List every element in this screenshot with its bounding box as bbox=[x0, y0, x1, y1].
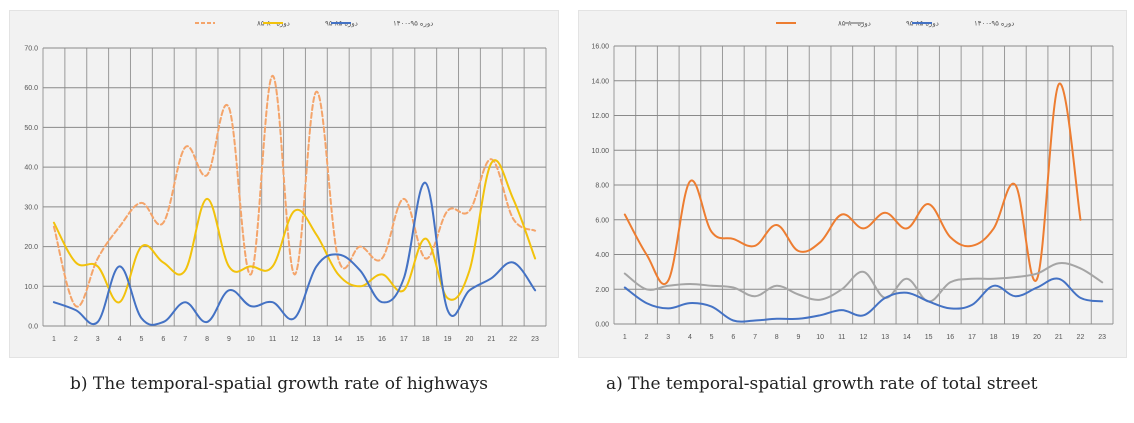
y-tick-label: 60.0 bbox=[24, 85, 38, 92]
x-tick-label: 17 bbox=[968, 334, 976, 341]
x-tick-label: 5 bbox=[710, 334, 714, 341]
x-tick-label: 12 bbox=[860, 334, 868, 341]
x-tick-label: 16 bbox=[946, 334, 954, 341]
y-tick-label: 16.00 bbox=[591, 44, 609, 51]
y-tick-label: 40.0 bbox=[24, 165, 38, 172]
x-tick-label: 19 bbox=[444, 336, 452, 343]
x-tick-label: 19 bbox=[1011, 334, 1019, 341]
y-tick-label: 70.0 bbox=[24, 46, 38, 53]
y-tick-label: 50.0 bbox=[24, 125, 38, 132]
x-tick-label: 3 bbox=[96, 336, 100, 343]
x-tick-label: 9 bbox=[227, 336, 231, 343]
legend-label: دوره ۹۵-۱۴۰۰ bbox=[974, 21, 1014, 28]
x-tick-label: 15 bbox=[356, 336, 364, 343]
x-tick-label: 2 bbox=[645, 334, 649, 341]
x-tick-label: 13 bbox=[881, 334, 889, 341]
y-tick-label: 20.0 bbox=[24, 244, 38, 251]
x-tick-label: 14 bbox=[903, 334, 911, 341]
legend-label: دوره ۹۵-۱۴۰۰ bbox=[393, 21, 433, 28]
x-tick-label: 6 bbox=[161, 336, 165, 343]
x-tick-label: 20 bbox=[1033, 334, 1041, 341]
x-tick-label: 14 bbox=[334, 336, 342, 343]
x-tick-label: 4 bbox=[118, 336, 122, 343]
x-tick-label: 23 bbox=[1098, 334, 1106, 341]
x-tick-label: 21 bbox=[1055, 334, 1063, 341]
x-tick-label: 1 bbox=[623, 334, 627, 341]
x-tick-label: 2 bbox=[74, 336, 78, 343]
x-tick-label: 1 bbox=[52, 336, 56, 343]
series-line bbox=[52, 159, 537, 304]
chart-panel-highways: 0.0 10.0 20.0 30.0 40.0 50.0 60.0 70.0 1 2 3 4 5 6 7 8 9… bbox=[9, 10, 559, 358]
x-tick-label: 13 bbox=[312, 336, 320, 343]
x-tick-label: 15 bbox=[925, 334, 933, 341]
x-tick-label: 10 bbox=[247, 336, 255, 343]
x-tick-label: 22 bbox=[1077, 334, 1085, 341]
x-tick-label: 7 bbox=[183, 336, 187, 343]
series-line bbox=[623, 261, 1104, 303]
x-tick-label: 9 bbox=[796, 334, 800, 341]
x-tick-label: 16 bbox=[378, 336, 386, 343]
caption-total-street: a) The temporal-spatial growth rate of t… bbox=[606, 374, 1038, 394]
x-tick-label: 22 bbox=[509, 336, 517, 343]
series-line bbox=[623, 277, 1104, 323]
y-tick-label: 6.00 bbox=[595, 217, 609, 224]
x-tick-label: 21 bbox=[487, 336, 495, 343]
chart-svg-total-street: 0.00 2.00 4.00 6.00 8.00 10.00 12.00 14.00 16.00… bbox=[591, 21, 1114, 341]
y-tick-label: 8.00 bbox=[595, 183, 609, 190]
x-tick-label: 18 bbox=[990, 334, 998, 341]
x-tick-label: 8 bbox=[775, 334, 779, 341]
x-tick-label: 12 bbox=[291, 336, 299, 343]
x-tick-label: 5 bbox=[139, 336, 143, 343]
series-line bbox=[52, 181, 537, 326]
series-line bbox=[623, 82, 1082, 285]
y-tick-label: 10.0 bbox=[24, 284, 38, 291]
y-tick-label: 10.00 bbox=[591, 148, 609, 155]
x-tick-label: 4 bbox=[688, 334, 692, 341]
chart-panel-total-street: 0.00 2.00 4.00 6.00 8.00 10.00 12.00 14.00 16.00… bbox=[578, 10, 1127, 358]
series-line bbox=[52, 74, 537, 308]
x-tick-label: 18 bbox=[422, 336, 430, 343]
y-tick-label: 4.00 bbox=[595, 252, 609, 259]
y-tick-label: 12.00 bbox=[591, 113, 609, 120]
x-tick-label: 17 bbox=[400, 336, 408, 343]
y-tick-label: 0.0 bbox=[28, 324, 38, 331]
y-tick-label: 30.0 bbox=[24, 204, 38, 211]
x-tick-label: 23 bbox=[531, 336, 539, 343]
x-tick-label: 6 bbox=[731, 334, 735, 341]
y-tick-label: 2.00 bbox=[595, 287, 609, 294]
caption-highways: b) The temporal-spatial growth rate of h… bbox=[70, 374, 488, 394]
x-tick-label: 20 bbox=[466, 336, 474, 343]
x-tick-label: 10 bbox=[816, 334, 824, 341]
x-tick-label: 8 bbox=[205, 336, 209, 343]
chart-svg-highways: 0.010.020.030.040.050.060.070.01 2 3 4 5 6 7 8 9… bbox=[24, 21, 547, 343]
y-tick-label: 0.00 bbox=[595, 322, 609, 329]
x-tick-label: 3 bbox=[666, 334, 670, 341]
y-tick-label: 14.00 bbox=[591, 78, 609, 85]
x-tick-label: 7 bbox=[753, 334, 757, 341]
x-tick-label: 11 bbox=[838, 334, 845, 341]
x-tick-label: 11 bbox=[269, 336, 276, 343]
